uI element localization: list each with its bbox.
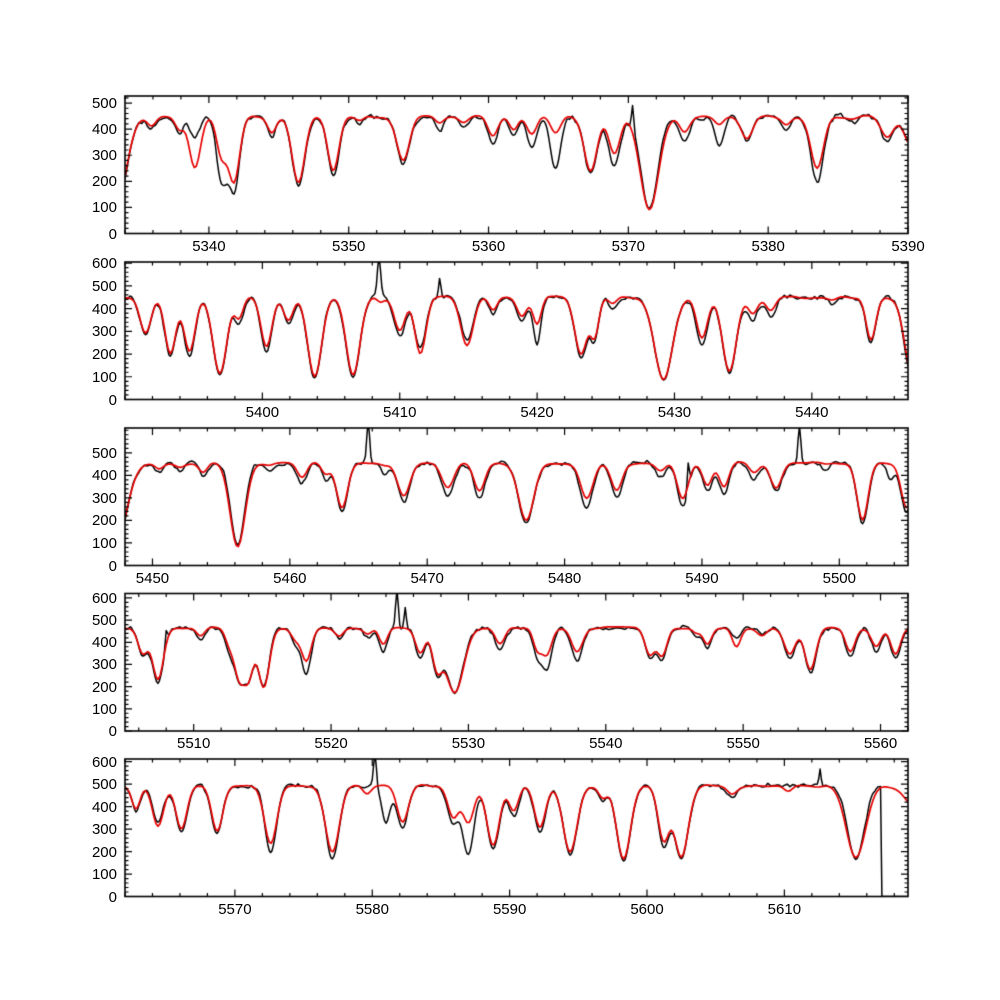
y-tick-label: 300 [91,323,117,341]
y-tick-label: 300 [91,821,117,839]
y-tick-label: 500 [91,776,117,794]
x-tick-label: 5390 [891,237,925,255]
x-tick-label: 5450 [135,569,170,587]
y-tick-label: 0 [108,225,117,243]
y-tick-label: 500 [91,95,117,113]
y-tick-label: 600 [91,589,117,607]
y-tick-label: 200 [91,512,117,530]
y-tick-label: 0 [108,391,117,409]
y-tick-label: 400 [91,634,117,652]
y-tick-label: 200 [91,843,117,861]
x-tick-label: 5370 [611,237,646,255]
y-tick-label: 200 [91,173,117,191]
y-tick-label: 400 [91,798,117,816]
y-tick-label: 0 [108,888,117,906]
y-tick-label: 500 [91,612,117,630]
x-tick-label: 5350 [332,237,366,255]
x-tick-label: 5570 [218,900,252,918]
y-tick-label: 600 [91,753,117,771]
y-tick-label: 100 [91,368,117,386]
y-tick-label: 300 [91,656,117,674]
x-tick-label: 5540 [589,735,623,752]
y-tick-label: 100 [91,534,117,552]
y-tick-label: 500 [91,277,117,295]
y-tick-label: 400 [91,121,117,139]
x-tick-label: 5340 [192,237,226,255]
x-tick-label: 5590 [492,900,527,918]
x-tick-label: 5600 [630,900,664,918]
x-tick-label: 5480 [547,569,582,587]
x-tick-label: 5360 [471,237,506,255]
y-tick-label: 100 [91,700,117,718]
y-tick-label: 500 [91,444,117,462]
y-tick-label: 400 [91,467,117,485]
x-tick-label: 5440 [795,403,829,421]
x-tick-label: 5530 [451,735,486,752]
x-tick-label: 5580 [355,900,389,918]
x-tick-label: 5430 [657,403,692,421]
x-tick-label: 5460 [273,569,307,587]
x-tick-label: 5470 [410,569,444,587]
y-tick-label: 300 [91,489,117,507]
y-tick-label: 600 [91,255,117,273]
y-tick-label: 100 [91,199,117,217]
x-tick-label: 5610 [767,900,802,918]
y-tick-label: 200 [91,678,117,696]
x-tick-label: 5560 [863,735,898,752]
y-tick-label: 400 [91,300,117,318]
y-tick-label: 200 [91,346,117,364]
x-tick-label: 5400 [245,403,280,421]
x-tick-label: 5520 [314,735,348,752]
y-tick-label: 0 [108,557,117,575]
y-tick-label: 100 [91,866,117,884]
y-tick-label: 0 [108,723,117,740]
x-tick-label: 5510 [176,735,211,752]
x-tick-label: 5420 [520,403,554,421]
x-tick-label: 5500 [822,569,856,587]
x-tick-label: 5490 [685,569,719,587]
x-tick-label: 5550 [726,735,760,752]
y-tick-label: 300 [91,147,117,165]
x-tick-label: 5410 [383,403,417,421]
x-tick-label: 5380 [751,237,785,255]
